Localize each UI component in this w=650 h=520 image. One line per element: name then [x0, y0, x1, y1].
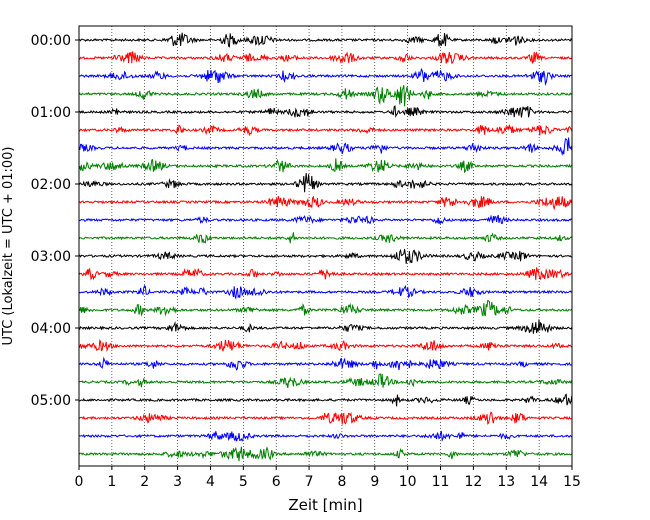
trace-0545: [78, 446, 573, 462]
y-tick-label: 01:00: [31, 105, 71, 121]
trace-0030: [78, 67, 573, 87]
trace-0345: [78, 299, 573, 317]
x-tick-label: 10: [399, 474, 417, 490]
trace-0215: [78, 195, 573, 211]
trace-0130: [78, 137, 573, 157]
trace-0515: [78, 411, 572, 425]
trace-0245: [78, 232, 573, 244]
trace-0015: [78, 51, 573, 65]
x-axis-ticks: 0 1 2 3 4 5 6 7 8 9 10 11 12 13 14 15: [75, 466, 581, 490]
x-tick-label: 15: [563, 474, 581, 490]
x-tick-label: 2: [140, 474, 149, 490]
x-tick-label: 9: [370, 474, 379, 490]
plot-frame: [78, 25, 573, 467]
y-tick-label: 04:00: [31, 321, 71, 337]
y-tick-label: 03:00: [31, 249, 71, 265]
x-axis-label: Zeit [min]: [288, 496, 362, 514]
trace-0230: [78, 214, 573, 225]
x-tick-label: 11: [432, 474, 450, 490]
trace-0300: [78, 248, 572, 264]
x-tick-label: 4: [206, 474, 215, 490]
y-axis-label: UTC (Lokalzeit = UTC + 01:00): [1, 147, 16, 346]
x-tick-label: 13: [497, 474, 515, 490]
trace-0500: [78, 393, 573, 407]
x-tick-label: 7: [305, 474, 314, 490]
trace-0200: [78, 173, 573, 193]
y-tick-label: 00:00: [31, 33, 71, 49]
grid-lines: [111, 26, 540, 466]
trace-0415: [78, 339, 573, 353]
y-axis-ticks: 00:00 01:00 02:00 03:00 04:00 05:00: [31, 33, 79, 409]
x-tick-label: 5: [239, 474, 248, 490]
y-tick-label: 05:00: [31, 393, 71, 409]
x-tick-label: 1: [107, 474, 116, 490]
trace-0045: [78, 84, 573, 107]
trace-0330: [78, 284, 573, 300]
x-tick-label: 6: [272, 474, 281, 490]
trace-0115: [78, 124, 573, 137]
x-tick-label: 3: [173, 474, 182, 490]
trace-0445: [78, 373, 573, 388]
x-tick-label: 8: [337, 474, 346, 490]
trace-0000: [79, 32, 573, 48]
x-tick-label: 0: [75, 474, 84, 490]
trace-0530: [79, 430, 573, 442]
trace-0400: [78, 319, 573, 334]
trace-lines: [78, 32, 573, 462]
trace-0315: [78, 267, 573, 281]
x-tick-label: 14: [530, 474, 548, 490]
y-tick-label: 02:00: [31, 177, 71, 193]
x-tick-label: 12: [464, 474, 482, 490]
trace-0145: [78, 158, 573, 174]
trace-0430: [78, 356, 572, 371]
trace-0100: [78, 105, 573, 118]
